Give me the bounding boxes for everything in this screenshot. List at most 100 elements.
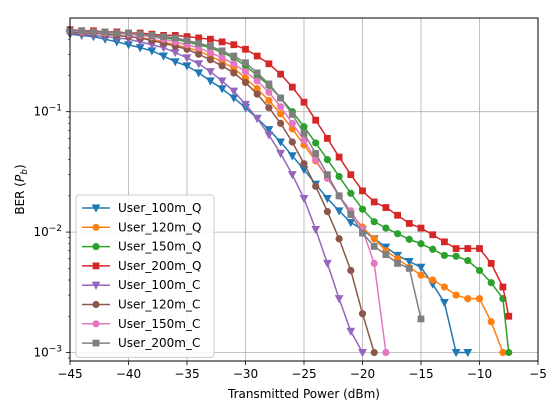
data-point: [125, 29, 132, 37]
data-point: [230, 41, 238, 49]
data-point: [476, 245, 483, 252]
data-point: [90, 28, 97, 36]
data-point: [276, 149, 285, 159]
data-point: [159, 44, 168, 53]
legend-entry: User_150m_Q: [82, 240, 201, 254]
data-point: [78, 27, 86, 35]
data-point: [265, 88, 273, 96]
data-point: [218, 54, 226, 62]
data-point: [206, 56, 214, 64]
data-point: [253, 69, 261, 77]
data-point: [253, 90, 261, 98]
data-point: [300, 98, 308, 106]
data-point: [265, 60, 273, 68]
x-tick-label: −35: [174, 367, 199, 381]
data-point: [382, 348, 390, 357]
legend-entry: User_120m_Q: [82, 220, 201, 234]
data-point: [334, 295, 344, 304]
legend-label: User_150m_Q: [118, 240, 201, 254]
data-point: [206, 77, 215, 86]
data-point: [195, 50, 203, 58]
data-point: [323, 156, 331, 164]
data-point: [452, 245, 460, 252]
data-point: [324, 171, 331, 179]
data-point: [170, 58, 180, 67]
data-point: [359, 187, 366, 195]
data-point: [358, 310, 367, 318]
data-point: [287, 152, 297, 161]
data-point: [171, 34, 179, 42]
data-point: [229, 94, 239, 103]
legend-marker: [92, 243, 100, 251]
data-point: [277, 94, 284, 102]
data-point: [113, 29, 121, 37]
data-point: [288, 138, 296, 146]
data-point: [323, 195, 332, 204]
data-point: [242, 45, 249, 53]
data-point: [170, 49, 180, 58]
legend-box: [75, 194, 215, 358]
data-point: [452, 291, 460, 299]
data-point: [417, 240, 425, 248]
data-point: [287, 171, 297, 180]
legend-label: User_120m_Q: [118, 220, 201, 234]
data-point: [218, 38, 226, 46]
legend-marker: [92, 320, 100, 328]
data-point: [324, 135, 331, 142]
data-point: [429, 245, 437, 253]
legend-entry: User_120m_C: [82, 298, 200, 312]
data-point: [394, 259, 401, 267]
data-point: [335, 172, 343, 181]
data-point: [182, 54, 192, 63]
data-point: [347, 211, 355, 218]
data-point: [359, 229, 366, 237]
data-point: [312, 139, 320, 147]
data-point: [277, 119, 285, 127]
legend-marker: [91, 281, 101, 290]
data-point: [300, 136, 308, 144]
data-point: [487, 279, 495, 287]
y-tick-label: 10−2: [33, 224, 62, 239]
x-tick-label: −20: [350, 367, 375, 381]
data-point: [441, 238, 448, 246]
y-axis: 10−3 10−2 10−1: [33, 27, 70, 360]
data-point: [299, 195, 309, 204]
data-point: [440, 299, 449, 308]
data-point: [311, 226, 321, 235]
data-point: [277, 103, 285, 111]
data-point: [370, 259, 378, 267]
data-point: [347, 171, 355, 179]
y-tick-label: 10−1: [33, 104, 62, 119]
legend: User_100m_Q User_120m_Q User_150m_Q User_20…: [75, 194, 215, 358]
data-point: [440, 283, 448, 291]
data-point: [147, 47, 157, 56]
data-point: [464, 245, 472, 252]
data-point: [405, 220, 413, 227]
data-point: [136, 30, 144, 38]
data-point: [464, 295, 472, 303]
data-point: [475, 295, 484, 303]
data-point: [370, 243, 378, 250]
data-point: [276, 138, 285, 147]
data-point: [265, 104, 273, 112]
legend-entry: User_200m_C: [82, 336, 200, 350]
data-point: [334, 207, 344, 216]
data-point: [206, 68, 215, 77]
data-point: [253, 52, 261, 60]
data-point: [487, 318, 495, 326]
data-point: [335, 192, 343, 200]
x-tick-label: −40: [116, 367, 141, 381]
data-point: [195, 34, 203, 42]
legend-entry: User_150m_C: [82, 317, 200, 331]
data-point: [358, 205, 367, 213]
data-point: [241, 100, 250, 110]
data-point: [148, 32, 156, 39]
legend-entry: User_200m_Q: [82, 259, 201, 273]
data-point: [160, 33, 167, 41]
data-point: [195, 39, 203, 47]
data-point: [300, 160, 308, 168]
data-point: [475, 266, 484, 275]
data-point: [323, 207, 331, 216]
data-point: [194, 60, 204, 69]
